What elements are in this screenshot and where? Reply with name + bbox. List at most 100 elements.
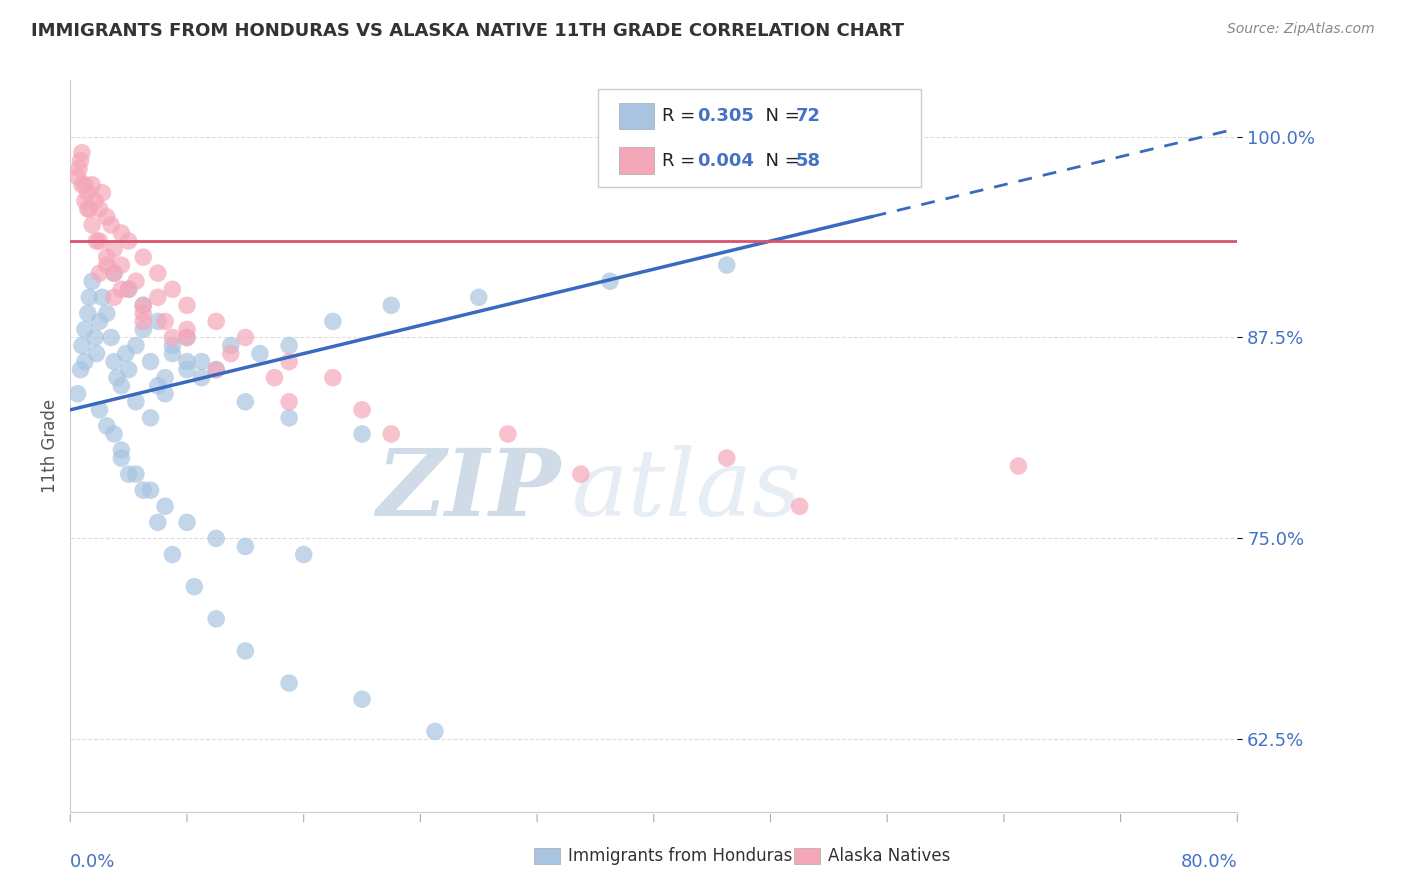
Point bbox=[118, 282, 141, 296]
Point bbox=[77, 290, 100, 304]
Point bbox=[91, 290, 114, 304]
Point bbox=[82, 218, 104, 232]
Point bbox=[278, 676, 301, 690]
Point bbox=[96, 306, 118, 320]
Point bbox=[278, 410, 301, 425]
Point bbox=[77, 202, 100, 216]
Point bbox=[716, 451, 738, 466]
Point bbox=[89, 314, 111, 328]
Point bbox=[73, 322, 96, 336]
Point bbox=[66, 169, 89, 184]
Point bbox=[352, 426, 374, 441]
Point bbox=[468, 290, 491, 304]
Point bbox=[100, 330, 122, 344]
Text: 0.004: 0.004 bbox=[697, 152, 754, 169]
Point bbox=[118, 467, 141, 482]
Point bbox=[125, 467, 148, 482]
Point bbox=[110, 378, 132, 392]
Point bbox=[103, 290, 125, 304]
Point bbox=[132, 483, 155, 498]
Point bbox=[352, 692, 374, 706]
Point bbox=[146, 266, 169, 280]
Point bbox=[162, 346, 184, 360]
Point bbox=[110, 282, 132, 296]
Point bbox=[70, 178, 93, 192]
Point bbox=[219, 346, 242, 360]
Text: Immigrants from Honduras: Immigrants from Honduras bbox=[568, 847, 793, 865]
Point bbox=[599, 274, 621, 288]
Point bbox=[96, 418, 118, 433]
Text: ZIP: ZIP bbox=[377, 445, 561, 535]
Point bbox=[73, 354, 96, 368]
Point bbox=[322, 370, 344, 384]
Text: IMMIGRANTS FROM HONDURAS VS ALASKA NATIVE 11TH GRADE CORRELATION CHART: IMMIGRANTS FROM HONDURAS VS ALASKA NATIV… bbox=[31, 22, 904, 40]
Point bbox=[69, 153, 91, 168]
Point bbox=[278, 394, 301, 409]
Point bbox=[205, 362, 228, 376]
Point bbox=[139, 410, 162, 425]
Point bbox=[162, 548, 184, 562]
Point bbox=[110, 451, 132, 466]
Point bbox=[249, 346, 271, 360]
Point bbox=[103, 266, 125, 280]
Point bbox=[423, 724, 446, 739]
Point bbox=[380, 298, 402, 312]
Point bbox=[132, 250, 155, 264]
Point bbox=[86, 346, 108, 360]
Text: N =: N = bbox=[754, 107, 806, 125]
Point bbox=[84, 194, 107, 208]
Point bbox=[91, 186, 114, 200]
Point bbox=[153, 500, 176, 514]
Point bbox=[125, 338, 148, 352]
Point bbox=[73, 178, 96, 192]
Point bbox=[84, 330, 107, 344]
Point bbox=[146, 314, 169, 328]
Point bbox=[110, 443, 132, 458]
Point bbox=[67, 161, 90, 176]
Point bbox=[716, 258, 738, 272]
Text: R =: R = bbox=[662, 107, 702, 125]
Point bbox=[89, 266, 111, 280]
Text: atlas: atlas bbox=[572, 445, 801, 535]
Point bbox=[1007, 459, 1029, 474]
Point bbox=[132, 298, 155, 312]
Point bbox=[162, 338, 184, 352]
Point bbox=[103, 242, 125, 256]
Point bbox=[176, 330, 198, 344]
Point bbox=[70, 338, 93, 352]
Point bbox=[114, 346, 136, 360]
Text: N =: N = bbox=[754, 152, 806, 169]
Text: 72: 72 bbox=[796, 107, 821, 125]
Point bbox=[103, 426, 125, 441]
Text: Alaska Natives: Alaska Natives bbox=[828, 847, 950, 865]
Point bbox=[103, 266, 125, 280]
Text: R =: R = bbox=[662, 152, 702, 169]
Y-axis label: 11th Grade: 11th Grade bbox=[41, 399, 59, 493]
Point bbox=[118, 362, 141, 376]
Point bbox=[153, 314, 176, 328]
Point bbox=[132, 314, 155, 328]
Point bbox=[139, 354, 162, 368]
Point bbox=[153, 386, 176, 401]
Point bbox=[96, 250, 118, 264]
Point bbox=[292, 548, 315, 562]
Point bbox=[139, 483, 162, 498]
Point bbox=[103, 354, 125, 368]
Point bbox=[176, 298, 198, 312]
Point bbox=[132, 298, 155, 312]
Point bbox=[183, 580, 205, 594]
Point bbox=[66, 386, 89, 401]
Point bbox=[118, 234, 141, 248]
Point bbox=[86, 234, 108, 248]
Point bbox=[205, 362, 228, 376]
Point bbox=[70, 145, 93, 160]
Point bbox=[132, 306, 155, 320]
Point bbox=[190, 354, 212, 368]
Point bbox=[82, 178, 104, 192]
Point bbox=[176, 330, 198, 344]
Point bbox=[162, 330, 184, 344]
Point bbox=[235, 540, 257, 554]
Point bbox=[263, 370, 285, 384]
Point bbox=[322, 314, 344, 328]
Point bbox=[176, 354, 198, 368]
